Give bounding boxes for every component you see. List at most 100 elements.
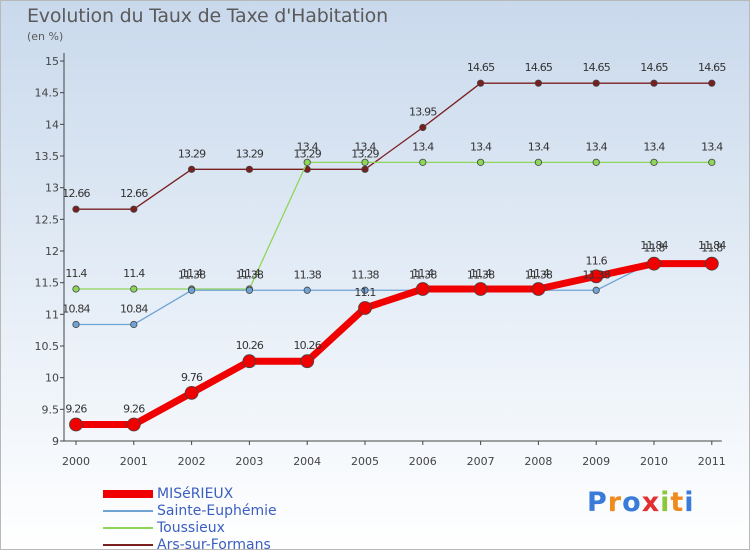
y-tick-label: 12 xyxy=(45,245,59,258)
y-tick-label: 10.5 xyxy=(35,340,60,353)
x-tick-label: 2009 xyxy=(582,455,610,468)
data-point-ars-sur-formans xyxy=(130,205,138,213)
legend: MISéRIEUX Sainte-Euphémie Toussieux Ars-sur… xyxy=(103,485,277,550)
data-point-mis-rieux xyxy=(531,282,546,296)
data-point-mis-rieux xyxy=(473,282,488,296)
data-label-ars-sur-formans: 12.66 xyxy=(62,187,90,200)
legend-swatch xyxy=(103,526,153,529)
data-label-ars-sur-formans: 14.65 xyxy=(640,61,668,74)
y-tick-label: 13.5 xyxy=(35,150,60,163)
data-label-mis-rieux: 9.76 xyxy=(181,371,203,384)
data-point-ars-sur-formans xyxy=(592,79,600,87)
data-label-toussieux: 13.4 xyxy=(470,140,492,153)
x-tick-label: 2004 xyxy=(293,455,321,468)
data-point-sainte-euph-mie xyxy=(592,286,600,294)
data-point-sainte-euph-mie xyxy=(188,286,196,294)
data-label-ars-sur-formans: 13.29 xyxy=(293,147,321,160)
data-point-ars-sur-formans xyxy=(361,165,369,173)
data-label-ars-sur-formans: 12.66 xyxy=(120,187,148,200)
data-label-ars-sur-formans: 13.29 xyxy=(236,147,264,160)
data-label-ars-sur-formans: 13.95 xyxy=(409,106,437,119)
data-label-sainte-euph-mie: 11.38 xyxy=(525,268,553,281)
data-point-mis-rieux xyxy=(242,354,257,369)
data-point-ars-sur-formans xyxy=(708,79,716,87)
data-point-sainte-euph-mie xyxy=(72,320,80,329)
data-point-sainte-euph-mie xyxy=(245,286,253,294)
y-tick-label: 14.5 xyxy=(35,87,60,100)
data-point-sainte-euph-mie xyxy=(303,286,311,294)
data-label-sainte-euph-mie: 11.38 xyxy=(351,268,379,281)
data-label-ars-sur-formans: 14.65 xyxy=(467,61,495,74)
data-label-toussieux: 11.4 xyxy=(239,267,261,280)
data-point-mis-rieux xyxy=(126,417,141,432)
x-tick-label: 2006 xyxy=(409,455,437,468)
data-label-toussieux: 13.4 xyxy=(586,140,608,153)
legend-swatch xyxy=(103,489,153,498)
legend-label: Ars-sur-Formans xyxy=(157,536,271,550)
data-point-toussieux xyxy=(361,158,369,166)
data-label-sainte-euph-mie: 10.84 xyxy=(120,302,148,315)
data-point-mis-rieux xyxy=(69,417,83,432)
series-line-sainte-euph-mie xyxy=(75,260,713,326)
y-tick-label: 13 xyxy=(45,182,59,195)
legend-item: Sainte-Euphémie xyxy=(103,502,277,519)
data-label-mis-rieux: 11.4 xyxy=(470,267,492,280)
y-tick-label: 11 xyxy=(45,308,59,321)
data-point-sainte-euph-mie xyxy=(361,286,369,294)
data-label-mis-rieux: 11.1 xyxy=(354,286,375,299)
legend-item: MISéRIEUX xyxy=(103,485,277,502)
y-tick-label: 10 xyxy=(45,372,59,385)
data-point-toussieux xyxy=(303,158,311,166)
x-tick-label: 2003 xyxy=(235,455,263,468)
data-point-ars-sur-formans xyxy=(72,205,80,213)
y-tick-label: 9 xyxy=(52,435,59,448)
data-label-toussieux: 13.4 xyxy=(643,140,665,153)
data-point-toussieux xyxy=(476,158,485,166)
data-label-mis-rieux: 11.8 xyxy=(643,242,665,255)
x-tick-label: 2001 xyxy=(120,455,148,468)
y-tick-label: 12.5 xyxy=(35,213,60,226)
legend-swatch xyxy=(103,543,153,546)
data-label-sainte-euph-mie: 11.84 xyxy=(640,239,668,252)
chart-subtitle: (en %) xyxy=(27,30,64,43)
y-tick-label: 11.5 xyxy=(35,277,60,290)
legend-swatch xyxy=(103,509,153,512)
data-point-ars-sur-formans xyxy=(245,165,253,173)
data-label-sainte-euph-mie: 10.84 xyxy=(62,302,90,315)
legend-label: Sainte-Euphémie xyxy=(157,502,277,519)
data-point-toussieux xyxy=(534,158,543,166)
data-label-mis-rieux: 11.6 xyxy=(586,254,608,267)
data-label-toussieux: 11.4 xyxy=(123,267,145,280)
data-label-toussieux: 11.4 xyxy=(65,267,87,280)
data-label-mis-rieux: 10.26 xyxy=(293,339,321,352)
y-tick-label: 9.5 xyxy=(42,403,60,416)
data-point-sainte-euph-mie xyxy=(130,320,138,329)
x-tick-label: 2011 xyxy=(698,455,726,468)
data-label-toussieux: 13.4 xyxy=(297,140,319,153)
data-point-mis-rieux xyxy=(589,269,604,284)
data-label-ars-sur-formans: 14.65 xyxy=(525,61,553,74)
x-tick-label: 2000 xyxy=(62,455,90,468)
data-label-mis-rieux: 9.26 xyxy=(123,403,145,416)
legend-label: MISéRIEUX xyxy=(157,485,234,502)
data-point-mis-rieux xyxy=(184,385,199,400)
data-point-toussieux xyxy=(419,158,427,166)
data-point-toussieux xyxy=(708,158,716,166)
data-point-mis-rieux xyxy=(300,354,315,369)
data-point-toussieux xyxy=(130,285,138,293)
data-label-toussieux: 11.4 xyxy=(181,267,203,280)
data-point-mis-rieux xyxy=(704,256,719,271)
data-point-mis-rieux xyxy=(647,256,661,271)
data-label-mis-rieux: 11.4 xyxy=(412,267,434,280)
data-point-toussieux xyxy=(650,158,658,166)
data-label-sainte-euph-mie: 11.38 xyxy=(409,268,437,281)
legend-label: Toussieux xyxy=(157,519,225,536)
data-point-ars-sur-formans xyxy=(476,79,485,87)
data-point-ars-sur-formans xyxy=(419,123,427,132)
data-label-toussieux: 13.4 xyxy=(412,140,434,153)
data-label-mis-rieux: 9.26 xyxy=(65,403,87,416)
series-line-toussieux xyxy=(75,161,713,290)
y-tick-label: 15 xyxy=(45,55,59,68)
data-label-sainte-euph-mie: 11.84 xyxy=(698,239,726,252)
